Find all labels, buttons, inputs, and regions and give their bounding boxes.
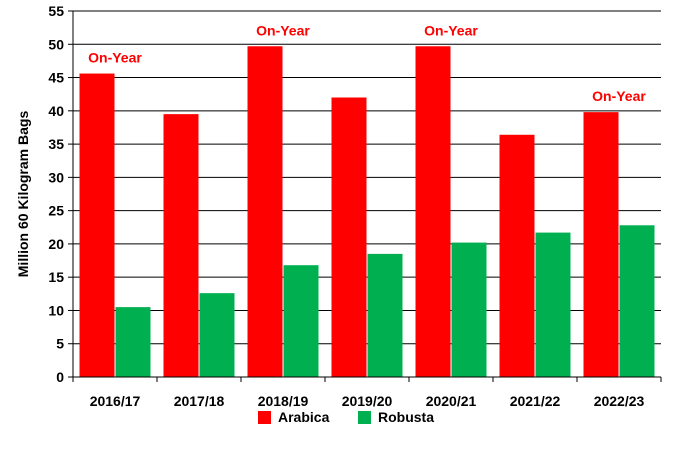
- y-tick-label: 15: [48, 269, 64, 285]
- bar-arabica: [79, 73, 115, 377]
- x-tick-label: 2019/20: [342, 393, 393, 409]
- bar-robusta: [619, 225, 655, 377]
- y-tick-label: 0: [56, 369, 64, 385]
- bars: [79, 46, 655, 378]
- y-tick-label: 55: [48, 3, 64, 19]
- x-tick-label: 2021/22: [510, 393, 561, 409]
- legend-swatch-robusta: [358, 411, 371, 424]
- x-tick-label: 2016/17: [90, 393, 141, 409]
- on-year-annotation: On-Year: [88, 50, 142, 66]
- bar-robusta: [367, 253, 403, 377]
- y-tick-label: 25: [48, 203, 64, 219]
- legend-label-arabica: Arabica: [278, 409, 330, 425]
- x-tick-label: 2022/23: [594, 393, 645, 409]
- bar-robusta: [535, 232, 571, 377]
- legend: Arabica Robusta: [258, 409, 434, 425]
- y-tick-label: 40: [48, 103, 64, 119]
- legend-swatch-arabica: [258, 411, 271, 424]
- bar-robusta: [283, 265, 319, 377]
- y-tick-label: 30: [48, 169, 64, 185]
- axes: [72, 11, 661, 382]
- y-tick-label: 5: [56, 336, 64, 352]
- x-tick-label: 2020/21: [426, 393, 477, 409]
- bar-arabica: [499, 134, 535, 377]
- on-year-annotation: On-Year: [256, 22, 310, 38]
- x-tick-label: 2017/18: [174, 393, 225, 409]
- bar-robusta: [451, 242, 487, 377]
- x-tick-labels: 2016/17 2017/18 2018/19 2019/20 2020/21 2021/…: [90, 393, 645, 409]
- on-year-annotation: On-Year: [424, 22, 478, 38]
- bar-arabica: [583, 112, 619, 377]
- y-tick-label: 20: [48, 236, 64, 252]
- y-tick-labels: 0 5 10 15 20 25 30 35 40 45 50 55: [48, 3, 64, 385]
- legend-label-robusta: Robusta: [378, 409, 434, 425]
- y-tick-label: 10: [48, 302, 64, 318]
- x-tick-label: 2018/19: [258, 393, 309, 409]
- bar-robusta: [115, 307, 151, 377]
- bar-arabica: [247, 46, 283, 377]
- bar-robusta: [199, 293, 235, 377]
- annotations: On-Year On-Year On-Year On-Year: [88, 22, 646, 104]
- bar-arabica: [163, 114, 199, 378]
- bar-arabica: [331, 97, 367, 377]
- bar-arabica: [415, 46, 451, 377]
- y-axis-label: Million 60 Kilogram Bags: [15, 111, 31, 278]
- on-year-annotation: On-Year: [592, 88, 646, 104]
- y-tick-label: 50: [48, 36, 64, 52]
- y-tick-label: 45: [48, 70, 64, 86]
- y-tick-label: 35: [48, 136, 64, 152]
